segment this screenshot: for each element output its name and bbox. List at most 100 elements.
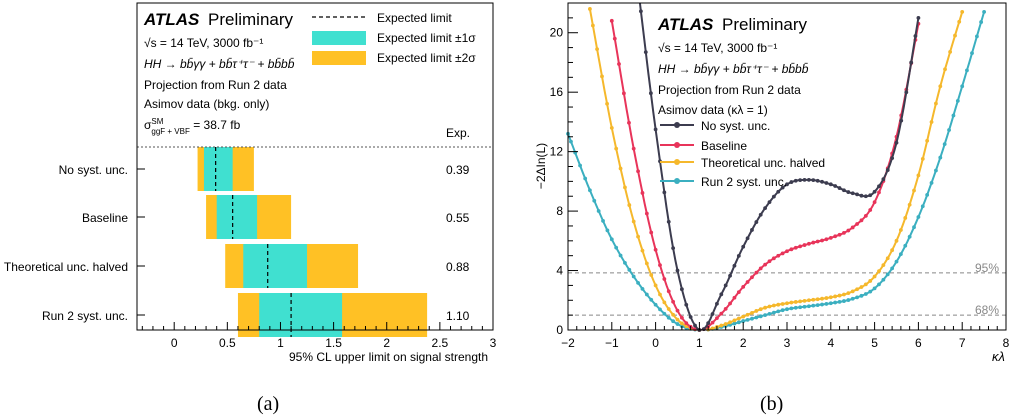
legend-run2-label: Run 2 syst. unc.: [701, 175, 787, 189]
y-ticks-b: 0 4 8 12 16 20: [550, 2, 578, 337]
curve-point: [855, 295, 859, 300]
curve-point: [583, 176, 588, 181]
curve-point: [605, 101, 609, 106]
curve-point: [767, 304, 772, 309]
panel-a: No syst. unc. 0.39 Baseline 0.55 Theoretical…: [4, 2, 497, 364]
y-tick-label: 4: [556, 264, 563, 278]
curve-point: [811, 303, 816, 308]
curve-point: [609, 18, 614, 23]
curve-point: [595, 47, 599, 52]
curve-point: [912, 225, 916, 230]
curve-point: [723, 283, 728, 288]
curve-point: [855, 287, 859, 292]
x-axis-label-b: κλ: [992, 349, 1005, 364]
curve-point: [588, 7, 592, 11]
curve-point: [736, 320, 741, 325]
curve-point: [920, 204, 925, 209]
x-tick-label: 1: [696, 336, 703, 350]
curve-point: [643, 50, 648, 55]
curve-point: [623, 260, 627, 265]
x-axis-label-a: 95% CL upper limit on signal strength: [289, 350, 488, 364]
y-axis-label-b: −2ΔIn(L): [534, 143, 548, 189]
curve-point: [688, 315, 693, 319]
curve-point: [750, 316, 754, 321]
legend-b: No syst. unc. Baseline Theoretical unc. …: [660, 119, 825, 189]
curve-point: [618, 253, 623, 258]
curve-point: [881, 263, 886, 268]
curve-point: [982, 10, 986, 14]
curve-point: [754, 309, 759, 313]
curve-point: [640, 286, 645, 291]
x-tick-label: 4: [827, 336, 834, 350]
curve-point: [842, 188, 846, 193]
curve-point: [741, 314, 746, 319]
curve-point: [824, 237, 829, 242]
curve-point: [833, 184, 838, 188]
curve-point: [846, 291, 851, 296]
curve-point: [811, 297, 816, 302]
curve-point: [881, 177, 886, 182]
curve-point: [833, 294, 838, 299]
curve-point: [636, 169, 640, 174]
category-label: Theoretical unc. halved: [4, 260, 128, 274]
likelihood-curves: [566, 3, 986, 332]
preliminary-label: Preliminary: [208, 10, 294, 29]
curve-point: [798, 299, 803, 304]
curve-point: [793, 305, 798, 310]
curve-point: [846, 298, 851, 302]
curve-point: [815, 297, 820, 302]
curve-point: [925, 138, 930, 143]
legend-swatch-marker: [674, 142, 680, 148]
curve-point: [807, 177, 811, 182]
curve-point: [732, 263, 737, 268]
y-tick-label: 0: [556, 323, 563, 337]
curve-point: [934, 168, 938, 173]
cross-section-label: σSM ggF + VBF = 38.7 fb: [144, 117, 241, 136]
curve-point: [798, 178, 803, 182]
curve-point: [842, 292, 846, 297]
curve-point: [898, 252, 903, 256]
limit-bands: [197, 147, 428, 337]
curve-point: [951, 113, 956, 118]
curve-point: [763, 206, 767, 211]
curve-point: [850, 191, 855, 196]
curve-point: [614, 245, 619, 250]
curve-point: [675, 317, 680, 322]
curve-point: [916, 15, 921, 20]
curve-point: [828, 235, 833, 240]
curve-point: [666, 289, 671, 294]
curve-point: [684, 321, 689, 326]
curve-point: [785, 301, 789, 306]
x-tick-label: 0.5: [219, 336, 236, 350]
curve-point: [780, 251, 785, 256]
curve-point: [590, 23, 595, 28]
curve-point: [872, 286, 877, 291]
curve-point: [807, 304, 811, 309]
curve-point: [842, 230, 846, 235]
curve-point: [785, 182, 789, 187]
curve-point: [934, 101, 938, 106]
curve-point: [850, 296, 855, 301]
curve-point: [785, 307, 789, 312]
curve-point: [837, 232, 842, 237]
curve-point: [789, 300, 794, 305]
curve-point: [970, 51, 974, 56]
curve-point: [820, 296, 824, 301]
curve-point: [868, 208, 873, 212]
curve-point: [601, 219, 605, 223]
curve-point: [802, 177, 807, 182]
curve-point: [679, 315, 684, 320]
curve-point: [706, 321, 711, 326]
curve-point: [621, 91, 626, 96]
category-label: No syst. unc.: [59, 163, 128, 177]
curve-point: [789, 306, 794, 311]
legend-baseline-label: Baseline: [701, 139, 747, 153]
curve-point: [636, 234, 640, 239]
curve-point: [569, 139, 573, 144]
curve-point: [780, 308, 785, 313]
curve-point: [907, 234, 912, 239]
curve-point: [653, 283, 658, 288]
curve-point: [741, 284, 746, 289]
curve-point: [877, 190, 881, 195]
curve-point: [837, 299, 842, 304]
